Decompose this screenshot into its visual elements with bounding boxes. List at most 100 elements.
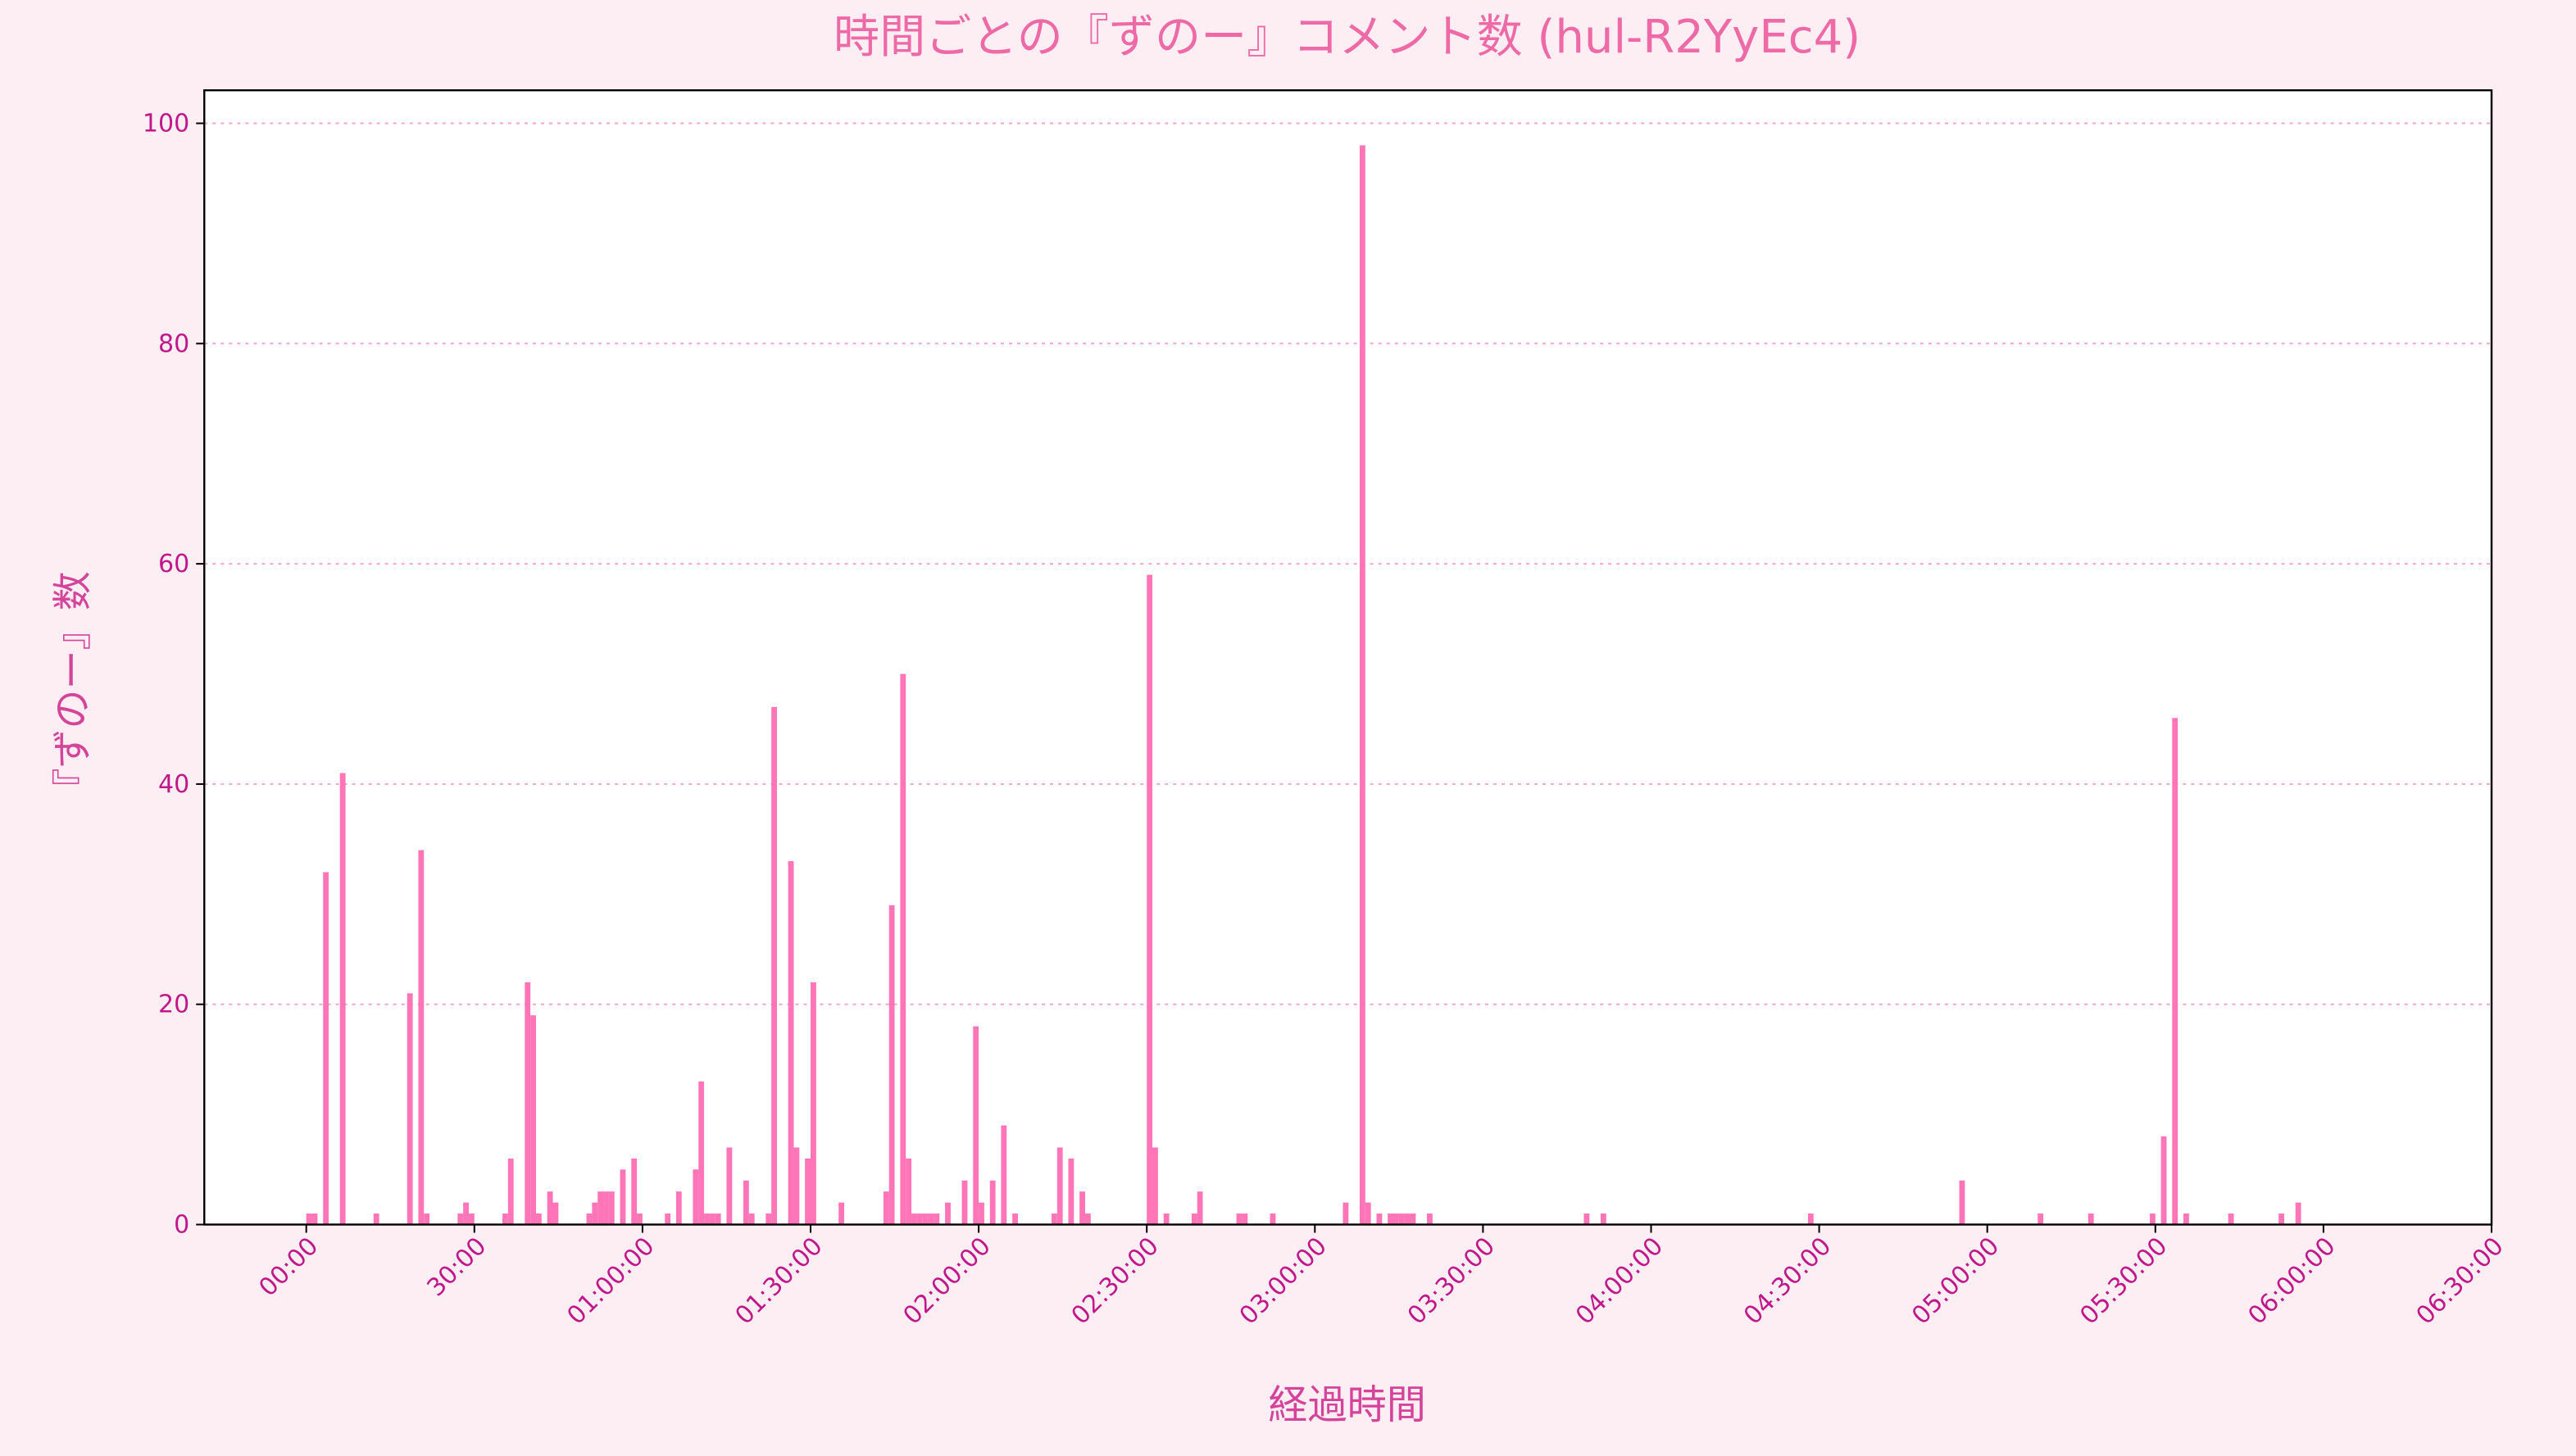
- bar: [675, 1191, 682, 1225]
- x-tick-label: 01:00:00: [561, 1231, 660, 1330]
- bar: [2038, 1213, 2044, 1225]
- bar: [704, 1213, 710, 1225]
- chart-title: 時間ごとの『ずのー』コメント数 (hul-R2YyEc4): [834, 11, 1860, 64]
- bar: [586, 1213, 593, 1225]
- bar: [1404, 1213, 1411, 1225]
- bar: [525, 982, 531, 1225]
- y-axis-label: 『ずのー』数: [50, 571, 96, 807]
- bar: [1388, 1213, 1394, 1225]
- bar: [535, 1213, 542, 1225]
- y-tick-label: 60: [158, 550, 189, 578]
- plot-frame: [203, 88, 2493, 1226]
- bar: [934, 1213, 940, 1225]
- bar: [788, 860, 794, 1225]
- x-axis-label: 経過時間: [1268, 1382, 1425, 1428]
- bar: [608, 1191, 615, 1225]
- bar: [457, 1213, 464, 1225]
- bar: [883, 1191, 889, 1225]
- bar: [1163, 1213, 1170, 1225]
- bar: [1343, 1202, 1349, 1225]
- bar: [1242, 1213, 1248, 1225]
- bar: [693, 1169, 699, 1225]
- x-tick-label: 06:00:00: [2242, 1231, 2341, 1330]
- bar: [766, 1213, 772, 1225]
- y-tick-label: 80: [158, 329, 189, 358]
- x-tick-label: 05:30:00: [2074, 1231, 2173, 1330]
- x-tick-label: 00:00: [253, 1231, 324, 1302]
- bar: [793, 1147, 800, 1225]
- bar: [1084, 1213, 1091, 1225]
- x-tick-label: 04:30:00: [1738, 1231, 1837, 1330]
- bar: [916, 1213, 923, 1225]
- bar: [620, 1169, 626, 1225]
- bar: [1583, 1213, 1590, 1225]
- bar: [1393, 1213, 1399, 1225]
- bar: [1056, 1147, 1063, 1225]
- bar: [1427, 1213, 1433, 1225]
- bar: [979, 1202, 984, 1225]
- bar: [1270, 1213, 1276, 1225]
- bar: [922, 1213, 929, 1225]
- bar: [748, 1213, 755, 1225]
- bar: [928, 1213, 934, 1225]
- bar: [468, 1213, 475, 1225]
- plot-area: [204, 90, 2492, 1225]
- bar: [810, 982, 816, 1225]
- bar: [698, 1081, 705, 1225]
- bar: [906, 1158, 912, 1225]
- x-tick-label: 30:00: [421, 1231, 492, 1302]
- y-tick-label: 0: [174, 1211, 189, 1240]
- bar: [530, 1015, 536, 1225]
- bar: [805, 1158, 811, 1225]
- bar: [407, 993, 413, 1225]
- bar: [973, 1026, 979, 1225]
- bar: [1398, 1213, 1405, 1225]
- bar: [603, 1191, 609, 1225]
- bar: [2149, 1213, 2156, 1225]
- bar: [1959, 1180, 1965, 1225]
- bar: [502, 1213, 508, 1225]
- bar: [1376, 1213, 1383, 1225]
- bar: [888, 905, 895, 1225]
- bar: [1236, 1213, 1243, 1225]
- bar: [323, 872, 329, 1225]
- bar: [1051, 1213, 1057, 1225]
- bar: [1068, 1158, 1074, 1225]
- bar: [1807, 1213, 1814, 1225]
- bar: [592, 1202, 598, 1225]
- bar: [339, 773, 346, 1225]
- bar: [989, 1180, 996, 1225]
- bar: [726, 1147, 733, 1225]
- bar: [2295, 1202, 2301, 1225]
- bar: [838, 1202, 845, 1225]
- bar: [1359, 145, 1365, 1225]
- x-tick-label: 05:00:00: [1906, 1231, 2005, 1330]
- bar: [771, 706, 777, 1225]
- bar: [306, 1213, 312, 1225]
- bar: [311, 1213, 318, 1225]
- x-tick-label: 01:30:00: [729, 1231, 828, 1330]
- bar: [1410, 1213, 1416, 1225]
- bar: [1001, 1125, 1007, 1225]
- bar: [418, 850, 425, 1225]
- bar: [2183, 1213, 2189, 1225]
- bar: [507, 1158, 514, 1225]
- bar: [1079, 1191, 1085, 1225]
- bar: [900, 674, 906, 1225]
- bar: [552, 1202, 559, 1225]
- bar: [1152, 1147, 1158, 1225]
- x-tick-label: 02:00:00: [898, 1231, 997, 1330]
- bar: [1365, 1202, 1371, 1225]
- y-tick-label: 20: [158, 991, 189, 1019]
- bar: [709, 1213, 716, 1225]
- bar: [597, 1191, 604, 1225]
- bar: [2278, 1213, 2285, 1225]
- bar: [2228, 1213, 2234, 1225]
- x-tick-label: 04:00:00: [1570, 1231, 1669, 1330]
- bar: [463, 1202, 469, 1225]
- bar: [911, 1213, 917, 1225]
- bar: [2160, 1136, 2167, 1225]
- bar: [1600, 1213, 1606, 1225]
